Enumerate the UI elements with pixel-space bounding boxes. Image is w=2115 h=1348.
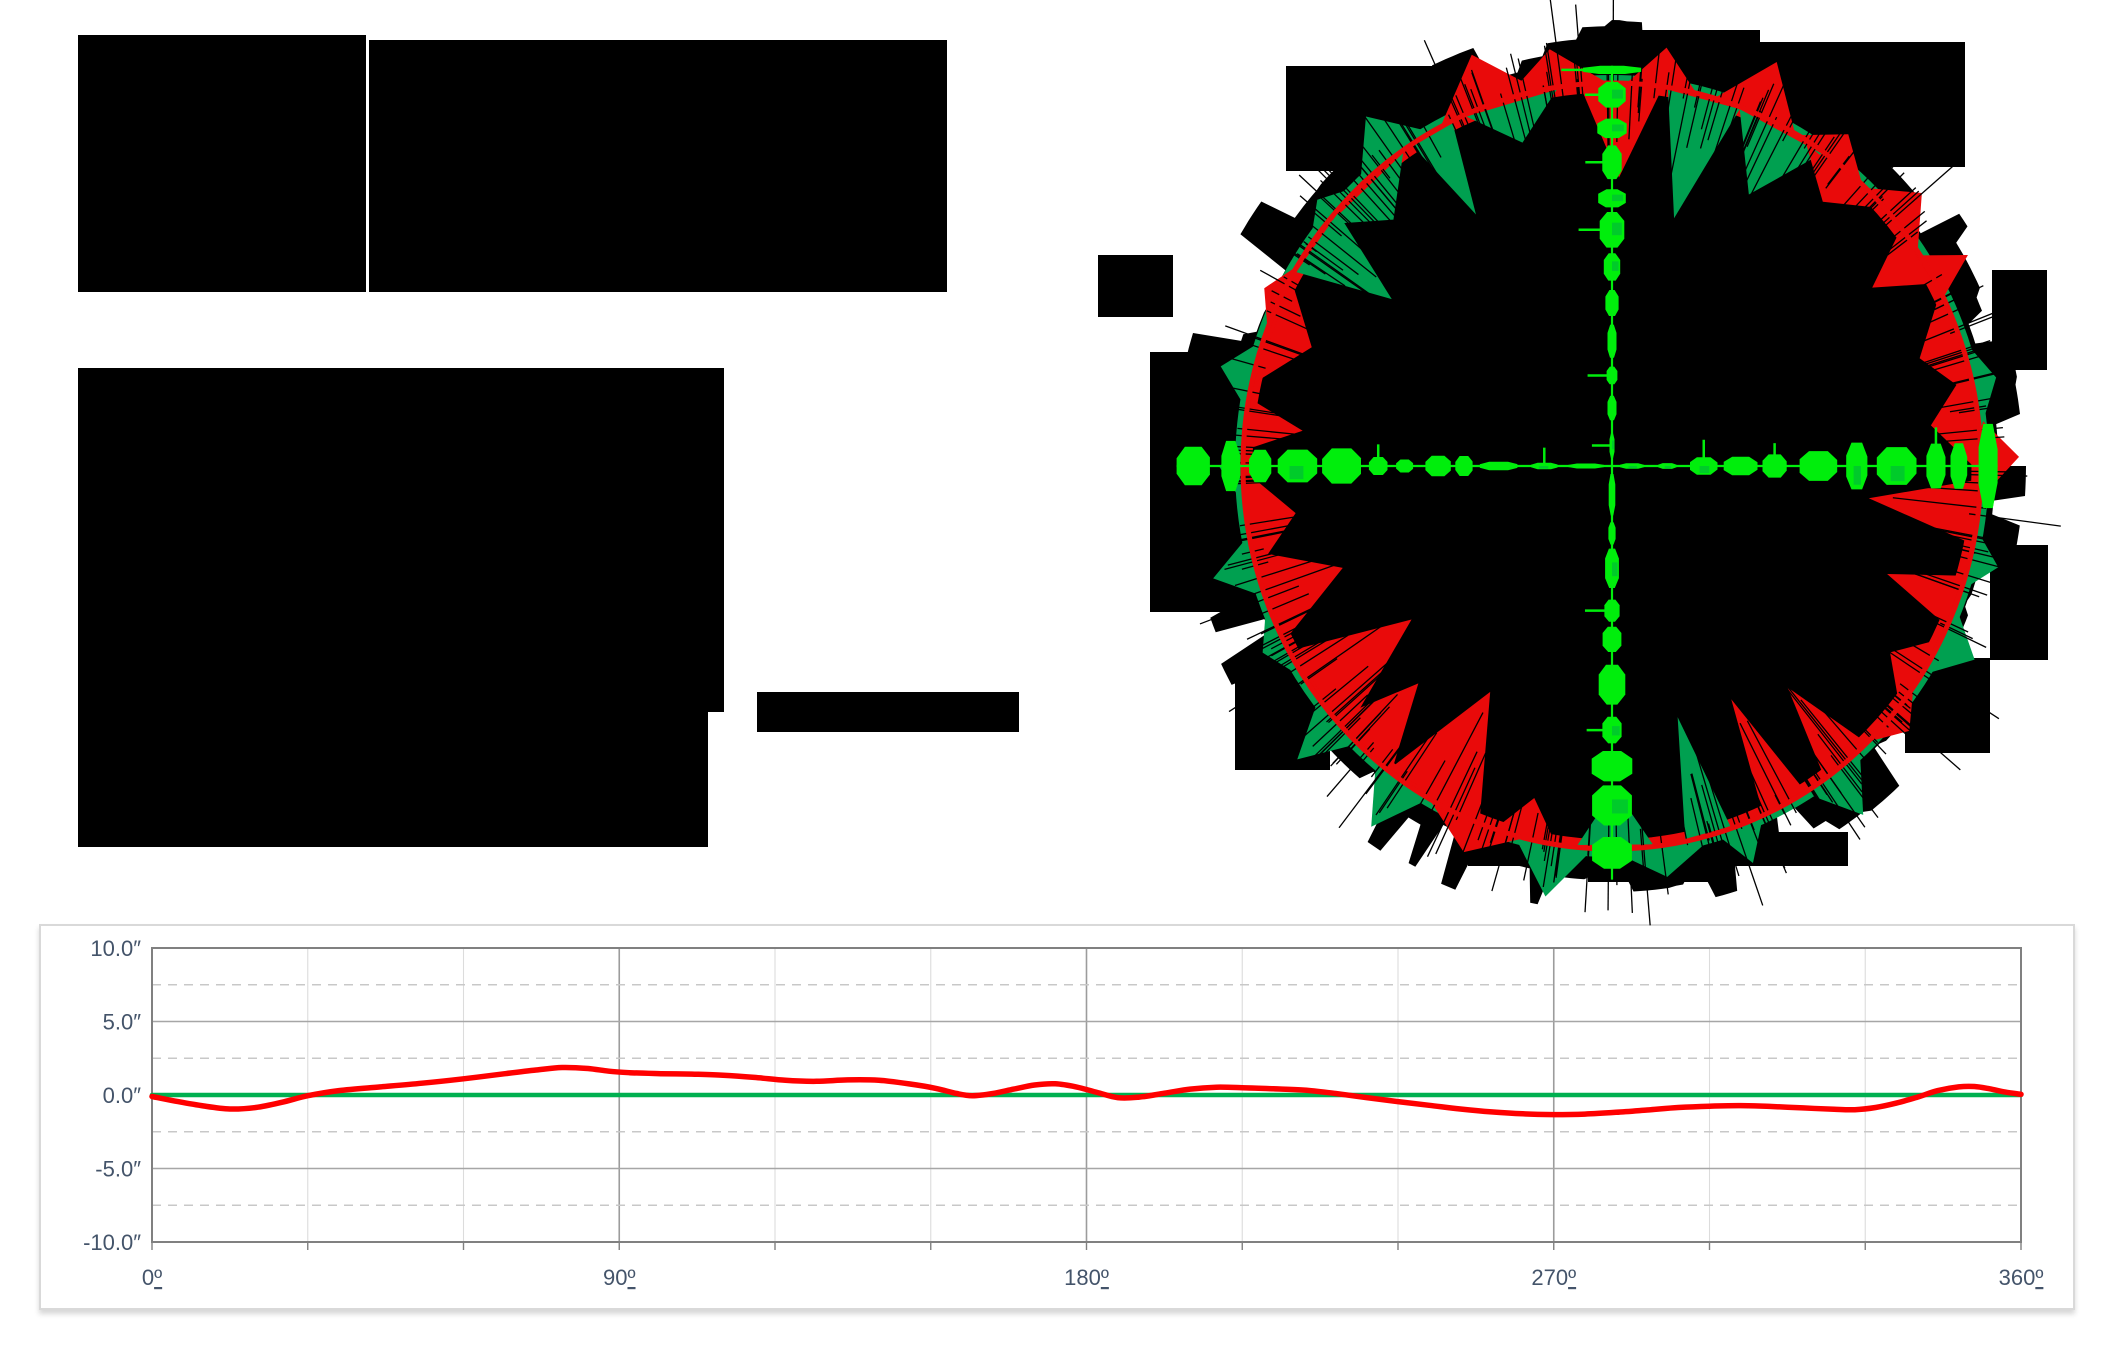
- y-axis-labels: 10.0″ 5.0″ 0.0″ -5.0″ -10.0″: [83, 936, 141, 1255]
- x-tick-marks: [151, 1242, 2022, 1250]
- x-tick-label-3: 270º: [1531, 1265, 1576, 1290]
- right-arm: [1612, 423, 1998, 509]
- x-tick-label-1: 90º: [603, 1265, 636, 1290]
- x-tick-label-2: 180º: [1064, 1265, 1109, 1290]
- radial-hairlines: [1199, 0, 2061, 926]
- y-tick-label-4: -10.0″: [83, 1230, 141, 1255]
- periodic-error-chart: 10.0″ 5.0″ 0.0″ -5.0″ -10.0″0º 90º 180º 270º 360…: [83, 936, 2043, 1290]
- y-tick-label-0: 10.0″: [90, 936, 141, 961]
- left-arm: [1176, 440, 1612, 492]
- x-tick-label-4: 360º: [1999, 1265, 2044, 1290]
- y-tick-label-2: 0.0″: [103, 1083, 142, 1108]
- x-tick-label-0: 0º: [142, 1265, 162, 1290]
- polar-error-plot: [1098, 0, 2061, 926]
- measured-error-arcsec-line: [149, 1064, 2024, 1118]
- periodic-error-chart-card: [39, 924, 2075, 1310]
- x-axis-labels: 0º 90º 180º 270º 360º: [142, 1265, 2044, 1290]
- redacted-block-5: [757, 692, 1019, 732]
- redacted-block-4: [78, 700, 708, 847]
- y-tick-label-3: -5.0″: [95, 1157, 141, 1182]
- redacted-block-2: [369, 40, 947, 292]
- redacted-block-1: [78, 35, 366, 292]
- redacted-block-3: [78, 368, 724, 712]
- up-arm: [1561, 65, 1642, 466]
- y-tick-label-1: 5.0″: [103, 1010, 142, 1035]
- axis-cross-arms: [1176, 65, 1998, 880]
- down-arm: [1584, 466, 1633, 880]
